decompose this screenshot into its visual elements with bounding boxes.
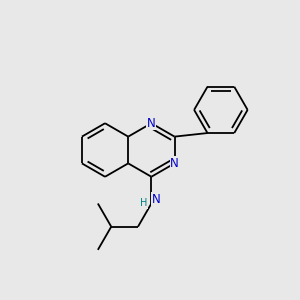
Text: N: N	[147, 117, 156, 130]
Text: N: N	[152, 193, 161, 206]
Text: H: H	[140, 199, 147, 208]
Text: N: N	[170, 157, 179, 170]
